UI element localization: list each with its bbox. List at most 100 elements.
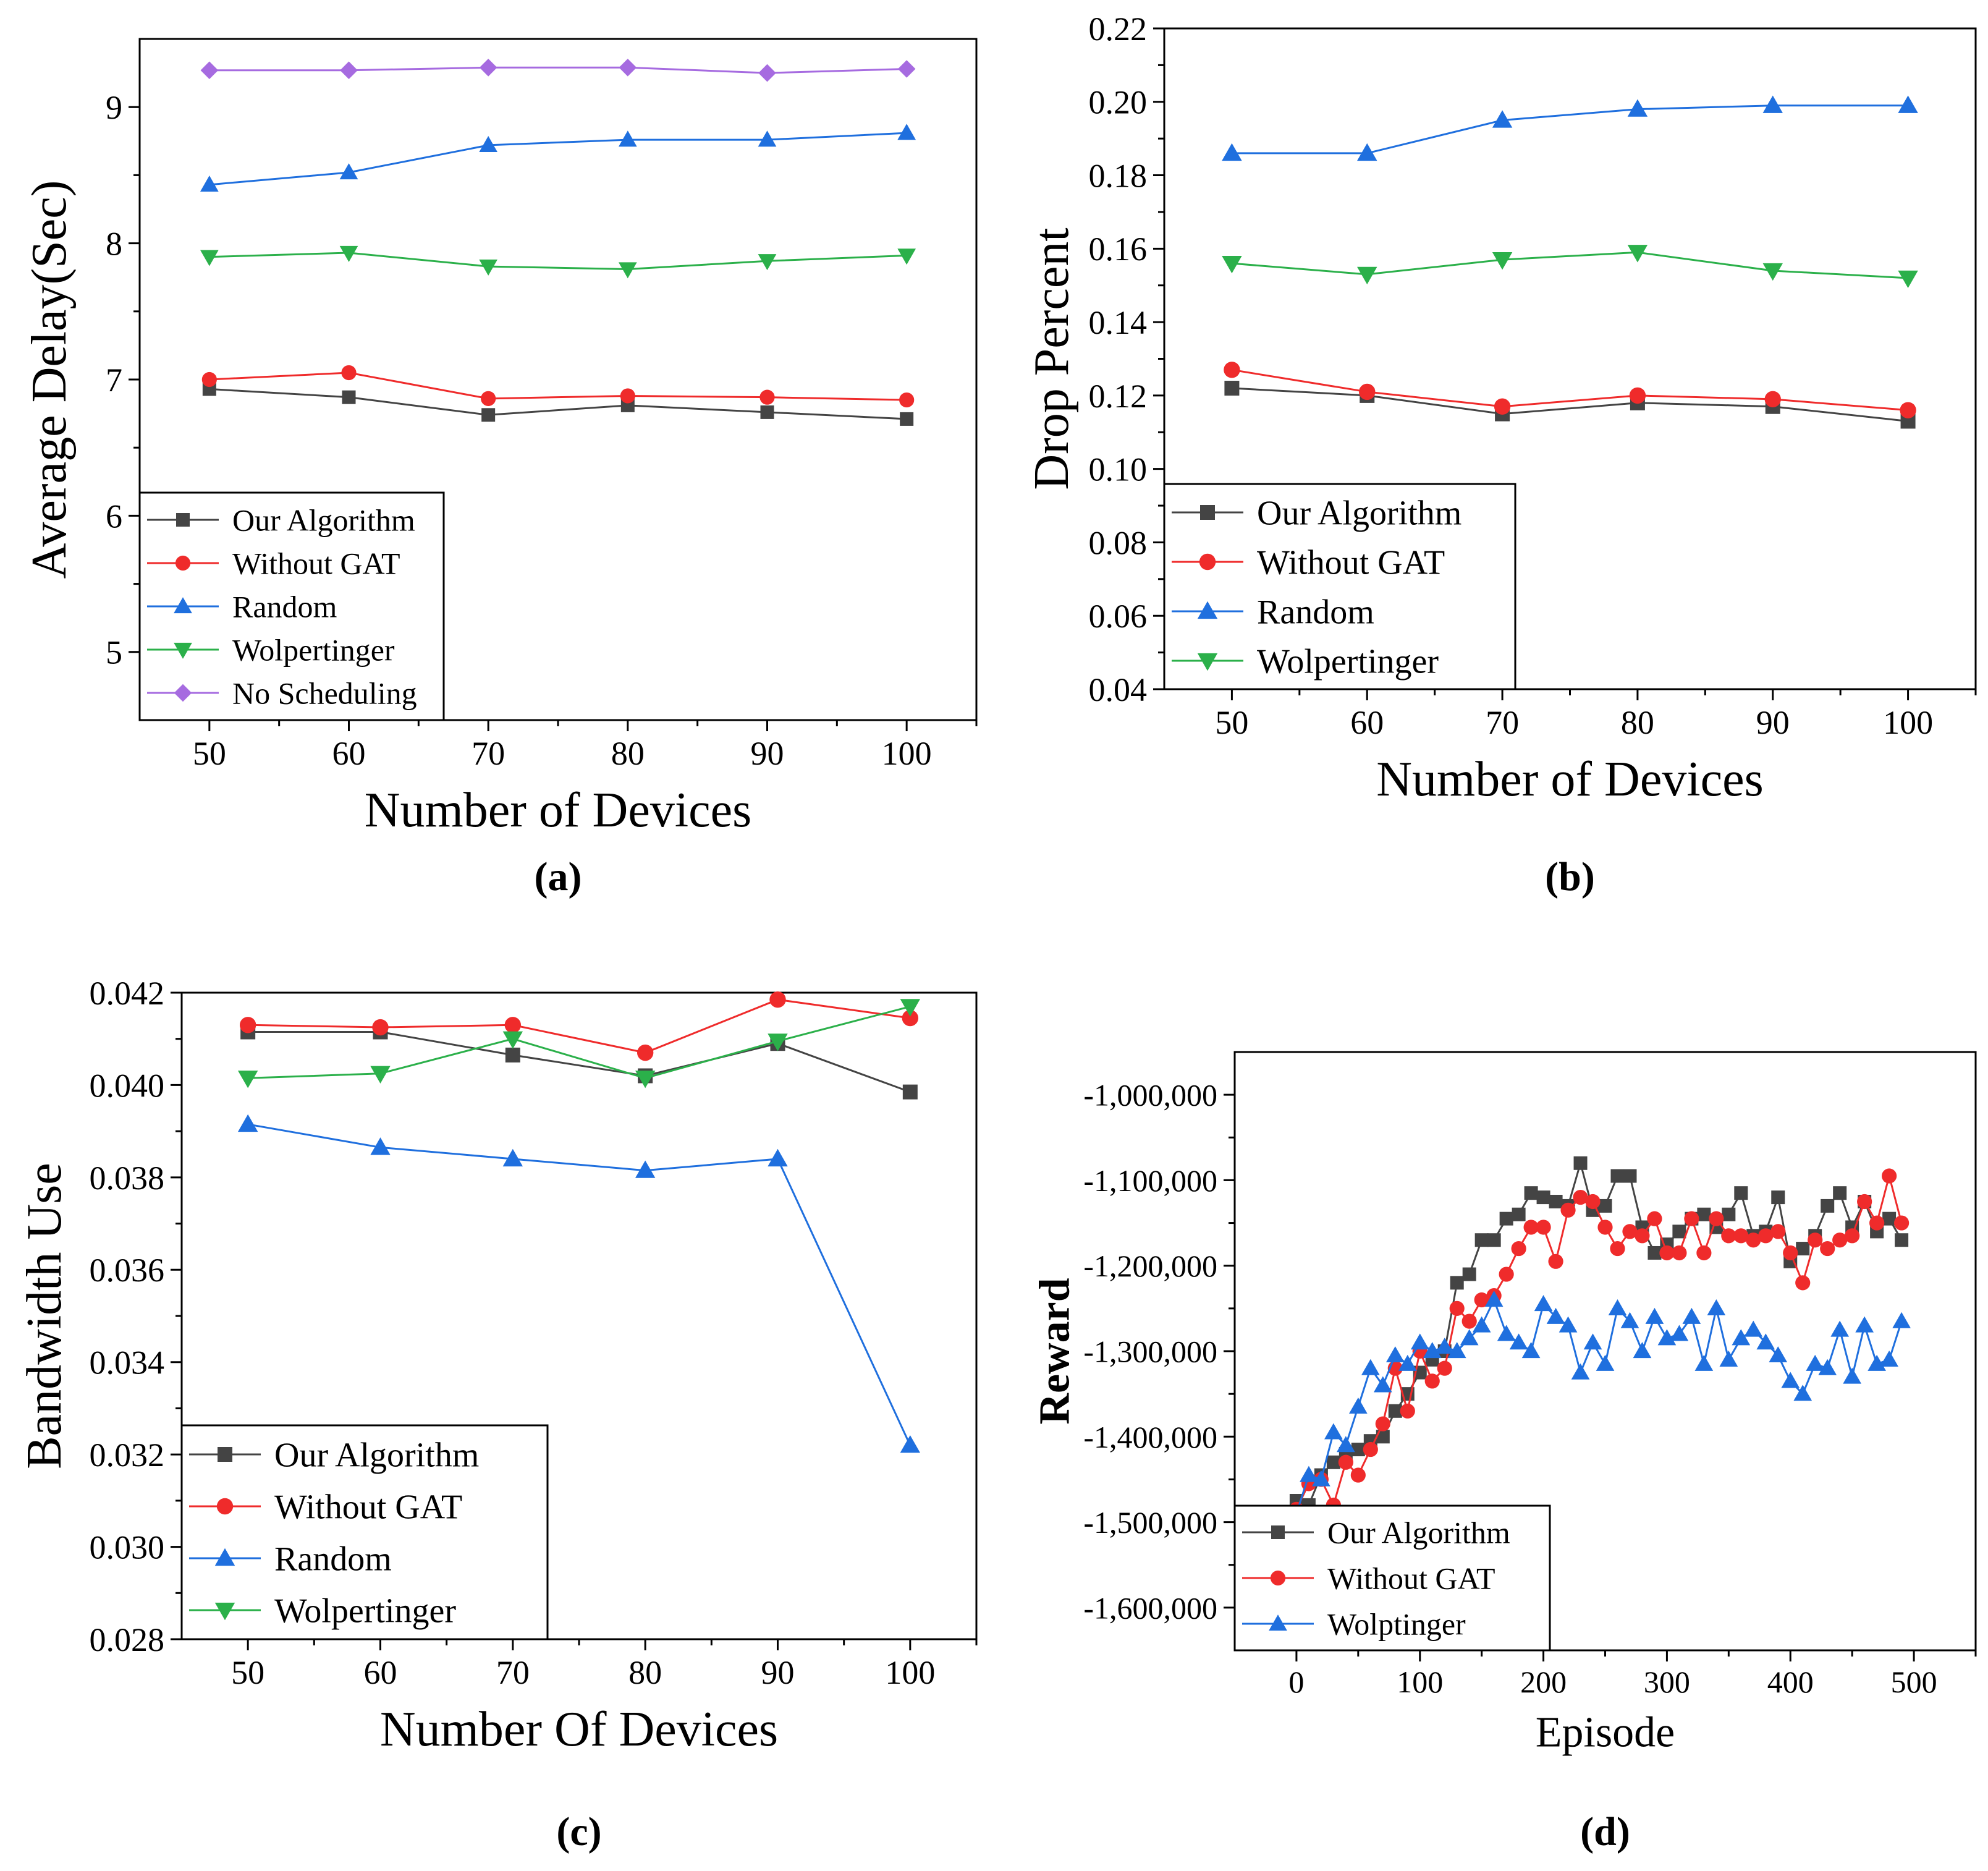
legend-label: Our Algorithm	[1327, 1516, 1510, 1550]
data-point	[239, 1017, 256, 1033]
data-point	[1820, 1241, 1835, 1257]
data-point	[1460, 1329, 1479, 1346]
legend-box	[180, 1424, 549, 1640]
legend-item: Without GAT	[1242, 1561, 1495, 1596]
y-tick-label: 0.06	[1089, 598, 1148, 635]
panel-b-drop-percent-chart: 50 60 70 80 90 100 0.04 0.06 0.08 0.10 0.12 0.14 0.1…	[1025, 11, 1977, 899]
legend: Our Algorithm Without GAT Random Wolperting…	[138, 491, 445, 721]
legend: Our Algorithm Without GAT Random Wolperting…	[1163, 483, 1516, 690]
data-point	[1762, 95, 1783, 113]
data-point	[758, 254, 777, 271]
data-point	[1583, 1333, 1602, 1350]
legend: Our Algorithm Without GAT Random Wolperting…	[180, 1424, 549, 1640]
data-point	[200, 250, 219, 266]
legend-item: Our Algorithm	[189, 1436, 479, 1475]
data-point	[635, 1071, 656, 1088]
y-tick-label: 5	[106, 634, 122, 671]
data-point	[1833, 1186, 1847, 1200]
legend-label: Random	[232, 590, 337, 624]
data-point	[1492, 110, 1513, 128]
data-point	[339, 163, 358, 180]
data-point	[1843, 1367, 1862, 1384]
legend-item: Random	[189, 1540, 392, 1579]
y-axis-label: Average Delay(Sec)	[22, 180, 77, 579]
series-wolpertinger	[200, 245, 916, 279]
y-tick-label: -1,000,000	[1083, 1078, 1217, 1113]
legend-marker	[1270, 1570, 1286, 1586]
x-tick-label: 500	[1891, 1665, 1937, 1699]
series-line	[209, 371, 907, 401]
data-point	[768, 1148, 788, 1167]
data-point	[1509, 1333, 1528, 1350]
data-point	[1845, 1228, 1860, 1244]
x-tick-label: 70	[496, 1654, 530, 1691]
y-tick-label: -1,300,000	[1083, 1334, 1217, 1369]
data-point	[1449, 1300, 1465, 1316]
data-point	[1492, 252, 1513, 270]
data-point	[1620, 1312, 1639, 1328]
data-point	[1771, 1190, 1785, 1205]
data-point	[479, 259, 498, 276]
data-point	[1633, 1342, 1652, 1359]
y-tick-label: 0.04	[1089, 671, 1148, 708]
data-point	[902, 1084, 918, 1100]
legend-item: Without GAT	[189, 1488, 462, 1527]
data-point	[902, 1009, 919, 1027]
data-point	[1326, 1455, 1340, 1469]
data-point	[1357, 143, 1377, 161]
data-point	[1672, 1245, 1687, 1261]
x-axis-label: Episode	[1536, 1709, 1675, 1757]
data-point	[1629, 387, 1646, 404]
data-point	[1300, 1466, 1318, 1482]
legend-label: Our Algorithm	[232, 503, 415, 538]
data-point	[900, 412, 914, 426]
data-point	[1521, 1342, 1541, 1359]
data-point	[1546, 1307, 1565, 1324]
data-point	[479, 58, 497, 77]
data-point	[1487, 1233, 1501, 1247]
x-tick-label: 80	[611, 735, 645, 772]
data-point	[370, 1066, 391, 1084]
legend-marker	[216, 1498, 234, 1515]
data-point	[897, 124, 916, 140]
y-axis-label: Reward	[1031, 1278, 1079, 1424]
legend-marker	[214, 1548, 235, 1566]
data-point	[1560, 1202, 1576, 1218]
y-tick-label: 6	[106, 498, 122, 535]
series-line	[1232, 387, 1908, 422]
panel-c-bandwidth-use-chart: 50 60 70 80 90 100 0.028 0.030 0.032 0.034 0.036 0.…	[17, 975, 978, 1854]
series-wolpertinger	[237, 999, 921, 1088]
legend-marker	[174, 642, 192, 659]
data-point	[1769, 1346, 1788, 1363]
data-point	[1670, 1325, 1689, 1341]
data-point	[1524, 1186, 1538, 1200]
data-point	[341, 365, 357, 381]
y-tick-label: 0.028	[90, 1621, 165, 1658]
x-tick-label: 80	[1621, 704, 1654, 741]
data-point	[1548, 1254, 1563, 1269]
data-point	[1796, 1242, 1810, 1256]
data-point	[1351, 1443, 1365, 1457]
x-axis-label: Number of Devices	[1376, 752, 1763, 807]
data-point	[1795, 1275, 1811, 1291]
data-point	[1734, 1186, 1748, 1200]
data-point	[1494, 398, 1511, 415]
legend-label: Without GAT	[232, 546, 400, 581]
data-point	[1684, 1211, 1699, 1226]
series-line	[248, 1005, 911, 1079]
legend-label: Our Algorithm	[1257, 494, 1461, 533]
data-point	[1423, 1342, 1442, 1359]
data-point	[768, 1033, 788, 1051]
data-point	[1707, 1299, 1726, 1315]
data-point	[505, 1047, 520, 1063]
data-point	[1523, 1220, 1539, 1235]
series-random	[1222, 95, 1918, 161]
data-point	[637, 1044, 654, 1061]
y-tick-label: 0.032	[90, 1436, 165, 1474]
data-point	[1461, 1313, 1477, 1329]
legend-item: Wolpertinger	[189, 1592, 456, 1631]
legend-item: Without GAT	[147, 546, 400, 581]
data-point	[1324, 1423, 1343, 1440]
data-point	[769, 991, 786, 1008]
data-point	[635, 1160, 656, 1178]
